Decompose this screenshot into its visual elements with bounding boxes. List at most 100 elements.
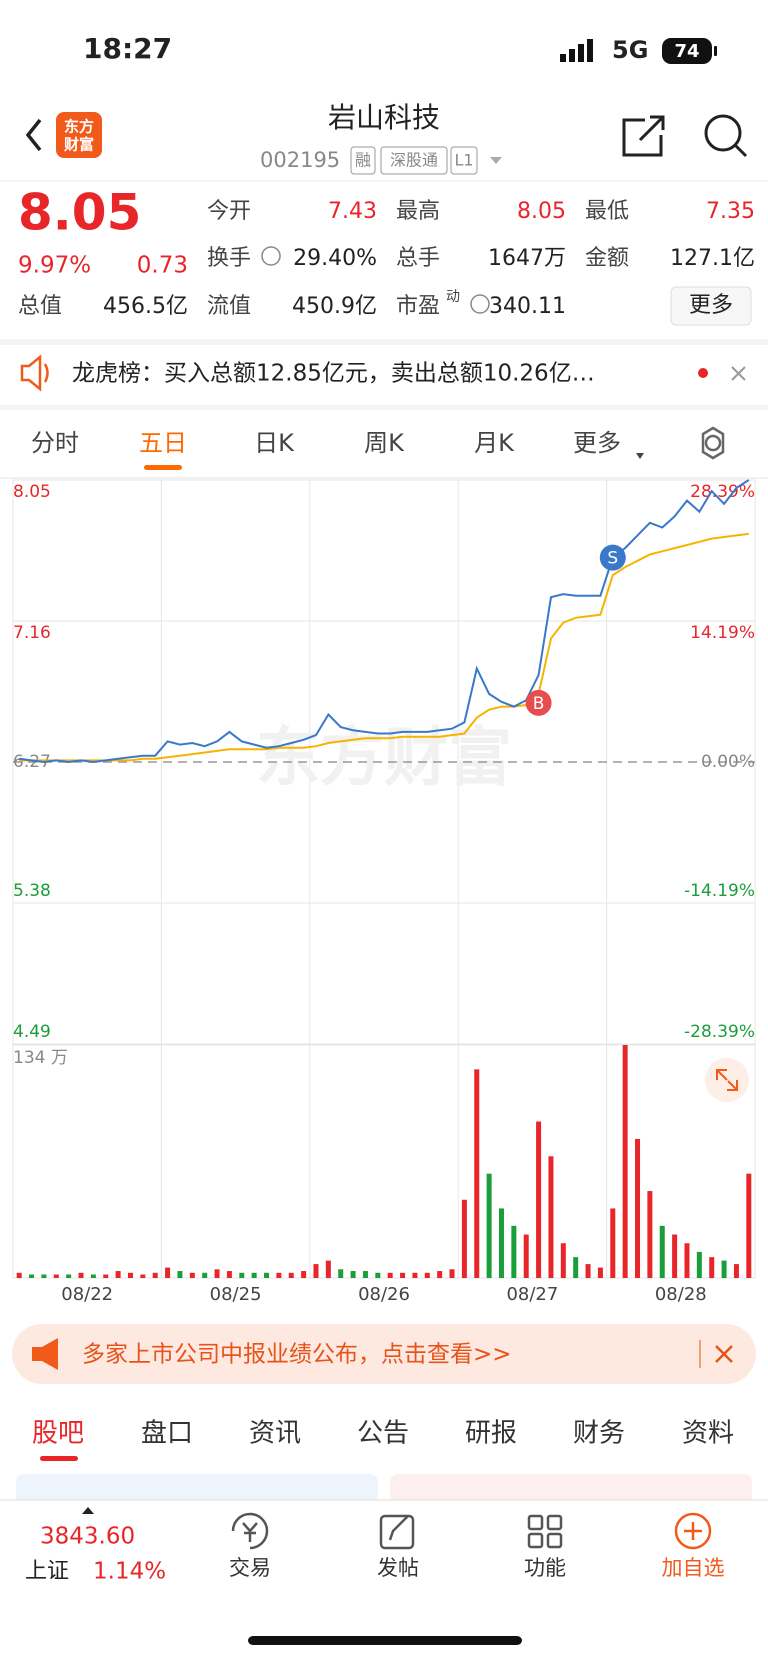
volume-bar [202,1272,208,1278]
nav-item[interactable]: 加自选 [662,1556,725,1580]
chart-tab[interactable]: 分时 [31,429,79,457]
volume-bar [78,1272,84,1278]
volume-bar [610,1208,616,1278]
volume-bar [152,1272,158,1278]
volume-bar [585,1264,591,1278]
volume-bar [239,1272,245,1278]
nav-item[interactable]: 功能 [524,1556,566,1580]
volume-bar [733,1264,739,1278]
promo-close[interactable] [715,1345,733,1363]
volume-bar [672,1234,678,1278]
x-tick-label: 08/26 [358,1284,410,1305]
volume-bar [338,1269,344,1278]
volume-bar [53,1274,59,1278]
card [16,1474,378,1504]
volume-bar [461,1199,467,1278]
section-tab[interactable]: 财务 [573,1419,625,1449]
field-label: 市盈 [396,294,440,319]
field-label: 最高 [396,199,440,224]
y-pct-label: 28.39% [690,482,755,502]
more-label[interactable]: 更多 [689,293,733,318]
field-label: 最低 [585,199,629,224]
volume-bar [474,1069,480,1278]
section-tab[interactable]: 资讯 [249,1419,301,1449]
trade-marker [525,689,552,716]
speaker [20,354,49,392]
series-line [19,532,749,762]
volume-bar [288,1272,294,1278]
section-tab[interactable]: 盘口 [141,1419,193,1449]
volume-bar [177,1271,183,1278]
field-label: 换手 [207,246,251,271]
y-pct-label: -14.19% [684,881,755,901]
info-icon[interactable] [470,294,490,314]
volume-bar [709,1257,715,1278]
volume-bar [511,1225,517,1278]
back[interactable] [25,118,42,152]
field-value: 340.11 [489,294,566,319]
more-button[interactable] [670,286,752,326]
network: 5G [612,36,648,64]
field-label: 总手 [396,246,440,271]
field-value: 450.9亿 [292,294,377,319]
field-label: 今开 [207,199,251,224]
settings[interactable] [701,426,725,460]
volume-bar [103,1274,109,1278]
y-tick-label: 6.27 [13,752,51,772]
chart-tab[interactable]: 五日 [139,429,187,457]
time: 18:27 [83,32,172,65]
volume-bar [325,1260,331,1278]
search[interactable] [704,114,748,158]
field-value: 127.1亿 [670,246,755,271]
volume-bar [16,1272,22,1278]
stock-code: 002195 [260,148,340,172]
share[interactable] [622,115,665,157]
chart-tab[interactable]: 更多 [573,429,621,457]
notice-text[interactable]: 龙虎榜：买入总额12.85亿元，卖出总额10.26亿… [72,361,595,387]
chart-tab[interactable]: 周K [364,429,405,457]
up-arrow [82,1507,94,1514]
volume-bar [400,1272,406,1278]
volume-bar [548,1156,554,1278]
nav-item[interactable]: 发帖 [377,1556,419,1580]
field-value: 7.43 [328,199,377,224]
x-tick-label: 08/28 [655,1284,707,1305]
y-tick-label: 5.38 [13,881,51,901]
chart-tab[interactable]: 月K [474,429,515,457]
section-tab[interactable]: 股吧 [32,1419,84,1449]
nav-item[interactable]: 交易 [229,1556,271,1580]
field-value: 8.05 [517,199,566,224]
volume-bar [189,1272,195,1278]
section-tab[interactable]: 公告 [357,1419,409,1449]
chart-tab[interactable]: 日K [254,429,295,457]
close[interactable] [731,366,746,381]
field-label: 金额 [585,246,629,271]
field-label: 流值 [207,294,251,319]
volume-bar [746,1173,752,1278]
section-underline [40,1456,78,1461]
section-tab[interactable]: 资料 [682,1419,734,1449]
bottom-nav [0,1500,768,1663]
y-pct-label: -28.39% [684,1022,755,1042]
trade-marker-label: S [607,549,618,569]
y-pct-label: 14.19% [690,623,755,643]
section-tab[interactable]: 研报 [465,1419,517,1449]
volume-bar [90,1274,96,1278]
info-icon[interactable] [261,246,281,266]
x-tick-label: 08/25 [210,1284,262,1305]
volume-bar [424,1272,430,1278]
expand-icon [716,1069,738,1091]
volume-bar [140,1274,146,1278]
promo-text[interactable]: 多家上市公司中报业绩公布，点击查看>> [82,1342,512,1368]
volume-bar [375,1272,381,1278]
y-pct-label: 0.00% [701,752,755,772]
promo[interactable] [12,1324,756,1384]
volume-label: 134 万 [13,1048,68,1068]
y-tick-label: 7.16 [13,623,51,643]
tab-underline [144,465,182,470]
volume-bar [412,1272,418,1278]
tag: 融 [355,151,371,170]
volume-bar [276,1272,282,1278]
